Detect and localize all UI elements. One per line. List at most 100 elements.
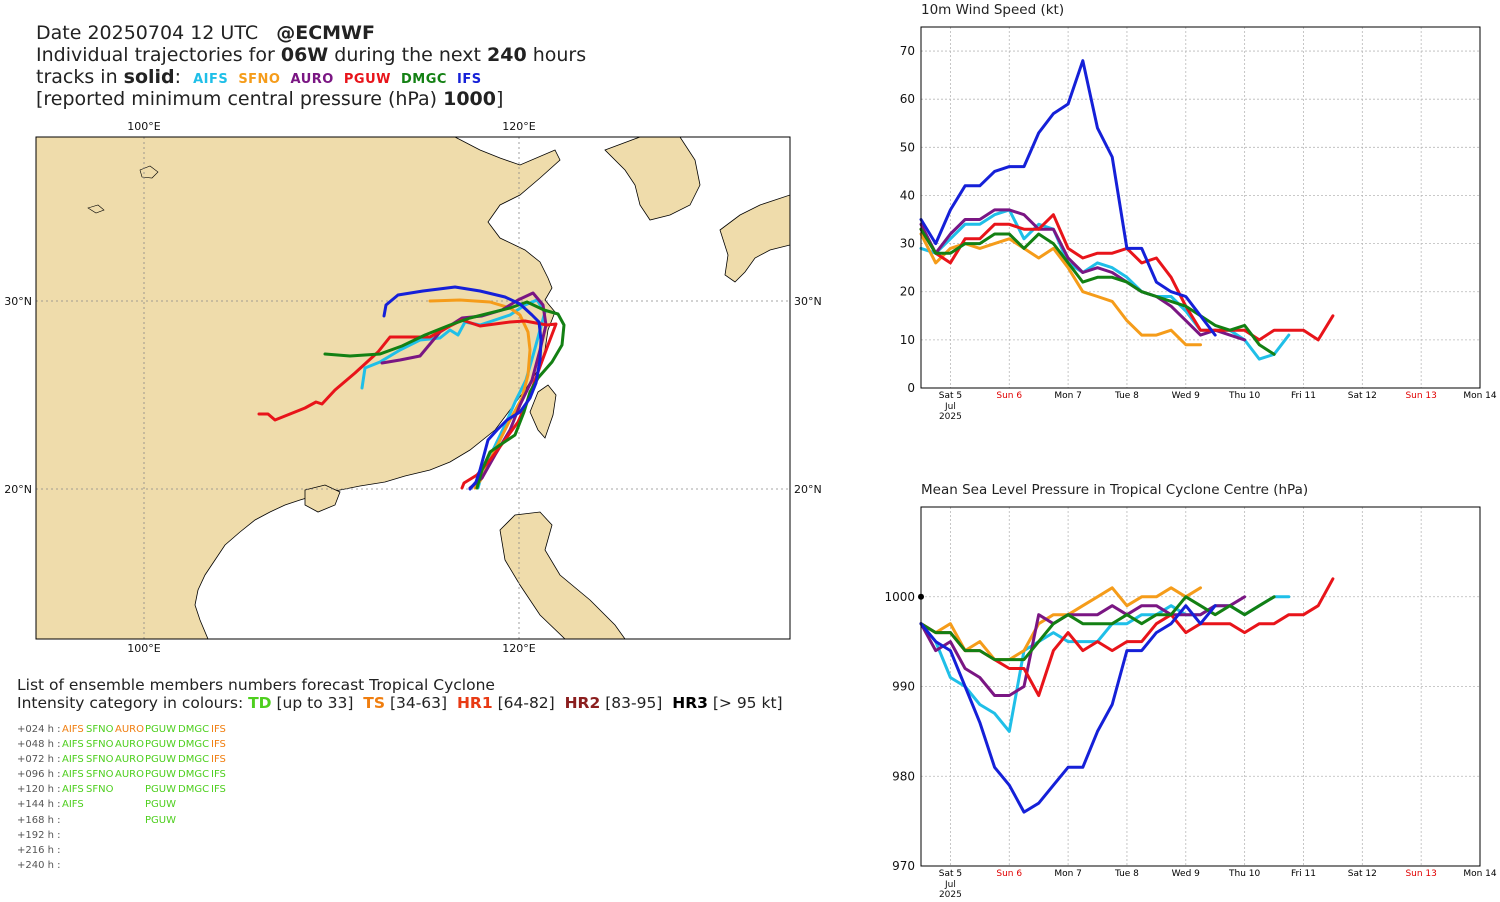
x-tick-sublabel: 2025 — [939, 890, 962, 900]
member-entry-dmgc: DMGC — [178, 754, 210, 766]
member-entry-aifs: AIFS — [62, 784, 84, 796]
y-tick-label: 20 — [900, 285, 915, 299]
y-tick-label: 980 — [892, 769, 915, 783]
x-tick-label: Thu 10 — [1228, 869, 1260, 879]
member-entry-dmgc: DMGC — [178, 739, 210, 751]
series-auro — [919, 595, 1247, 697]
lead-time-label: +048 h : — [17, 739, 61, 751]
wind-chart-title: 10m Wind Speed (kt) — [921, 2, 1065, 18]
lon-label-bottom-120e: 120°E — [502, 642, 535, 655]
map-land-japan — [719, 194, 790, 283]
header-text: : — [174, 66, 182, 88]
y-tick-label: 970 — [892, 859, 915, 873]
lat-label-right-30n: 30°N — [794, 295, 822, 308]
category-td: TD — [248, 694, 272, 712]
member-entry-auro: AURO — [115, 754, 144, 766]
track-map: 100°E 120°E 100°E 120°E 30°N 20°N 30°N 2… — [4, 120, 821, 655]
lead-time-label: +216 h : — [17, 844, 61, 856]
lead-time-label: +120 h : — [17, 784, 61, 796]
member-entry-pguw: PGUW — [145, 724, 176, 735]
header-line2: Individual trajectories for 06W during t… — [36, 44, 586, 66]
lon-label-bottom-100e: 100°E — [127, 642, 160, 655]
forecast-hours: 240 — [487, 44, 527, 66]
member-entry-sfno: SFNO — [86, 769, 114, 781]
model-label-sfno: SFNO — [238, 72, 281, 87]
x-tick-label: Mon 14 — [1463, 391, 1497, 401]
member-entry-sfno: SFNO — [86, 754, 114, 766]
map-land-mainland — [36, 137, 561, 639]
y-tick-label: 1000 — [884, 590, 915, 604]
category-hr2: HR2 — [564, 694, 601, 712]
chart-frame — [920, 26, 1481, 389]
member-entry-ifs: IFS — [211, 739, 226, 751]
track-dmgc — [323, 300, 566, 490]
chart-frame — [920, 506, 1481, 867]
x-tick-label: Wed 9 — [1172, 869, 1200, 879]
header-text: ] — [496, 88, 504, 110]
lead-time-label: +240 h : — [17, 859, 61, 871]
member-entry-auro: AURO — [115, 769, 144, 781]
map-land-group — [36, 137, 790, 639]
x-tick-label: Thu 10 — [1228, 391, 1260, 401]
member-entry-aifs: AIFS — [62, 799, 84, 811]
member-entry-aifs: AIFS — [62, 754, 84, 766]
category-hr1-range: [64-82] — [497, 694, 555, 712]
lead-time-label: +192 h : — [17, 829, 61, 841]
member-entry-dmgc: DMGC — [178, 769, 210, 781]
header-text: tracks in — [36, 66, 124, 88]
lead-time-label: +024 h : — [17, 724, 61, 735]
x-tick-label: Sat 5 — [939, 869, 962, 879]
member-entry-pguw: PGUW — [145, 799, 176, 811]
lead-time-label: +144 h : — [17, 799, 61, 811]
member-entry-ifs: IFS — [211, 769, 226, 781]
intensity-legend: Intensity category in colours: TD [up to… — [17, 694, 783, 712]
x-tick-label: Mon 7 — [1054, 391, 1082, 401]
series-sfno — [919, 232, 1202, 347]
x-tick-label: Fri 11 — [1291, 869, 1316, 879]
track-aifs — [360, 298, 547, 490]
x-tick-label: Sat 5 — [939, 391, 962, 401]
x-tick-sublabel: Jul — [944, 880, 956, 890]
lead-time-label: +096 h : — [17, 769, 61, 781]
map-graticule — [36, 137, 790, 639]
member-entry-dmgc: DMGC — [178, 724, 210, 735]
lead-time-label: +072 h : — [17, 754, 61, 766]
x-tick-label: Sun 6 — [996, 391, 1022, 401]
x-tick-label: Tue 8 — [1114, 869, 1139, 879]
lon-label-top-120e: 120°E — [502, 120, 535, 133]
storm-id: 06W — [280, 44, 329, 66]
map-land-hongkong-island — [139, 165, 159, 179]
header-line3: tracks in solid: AIFS SFNO AURO PGUW DMG… — [36, 66, 482, 91]
map-land-taiwan — [529, 384, 557, 439]
series-ifs — [919, 604, 1217, 814]
member-entry-auro: AURO — [115, 739, 144, 751]
member-entry-ifs: IFS — [211, 724, 226, 735]
category-hr3-range: [> 95 kt] — [712, 694, 783, 712]
map-tracks — [257, 285, 566, 491]
organization: @ECMWF — [276, 22, 375, 44]
x-tick-label: Sun 6 — [996, 869, 1022, 879]
series-dmgc — [919, 595, 1276, 662]
forecast-date: Date 20250704 12 UTC — [36, 22, 259, 44]
y-tick-label: 10 — [900, 333, 915, 347]
x-tick-label: Fri 11 — [1291, 391, 1316, 401]
member-entry-ifs: IFS — [211, 754, 226, 766]
y-tick-label: 0 — [907, 381, 915, 395]
x-tick-label: Mon 7 — [1054, 869, 1082, 879]
y-tick-label: 70 — [900, 44, 915, 58]
x-tick-sublabel: 2025 — [939, 412, 962, 422]
series-ifs — [919, 59, 1217, 337]
model-label-auro: AURO — [290, 72, 334, 87]
reported-pressure: 1000 — [443, 88, 496, 110]
member-entry-pguw: PGUW — [145, 784, 176, 796]
model-label-aifs: AIFS — [193, 72, 229, 87]
member-entry-dmgc: DMGC — [178, 784, 210, 796]
category-hr1: HR1 — [456, 694, 493, 712]
series-dmgc — [919, 227, 1276, 356]
x-tick-label: Sat 12 — [1348, 391, 1377, 401]
lat-label-left-20n: 20°N — [4, 483, 32, 496]
header-line4: [reported minimum central pressure (hPa)… — [36, 88, 503, 110]
map-land-korea — [604, 137, 701, 221]
